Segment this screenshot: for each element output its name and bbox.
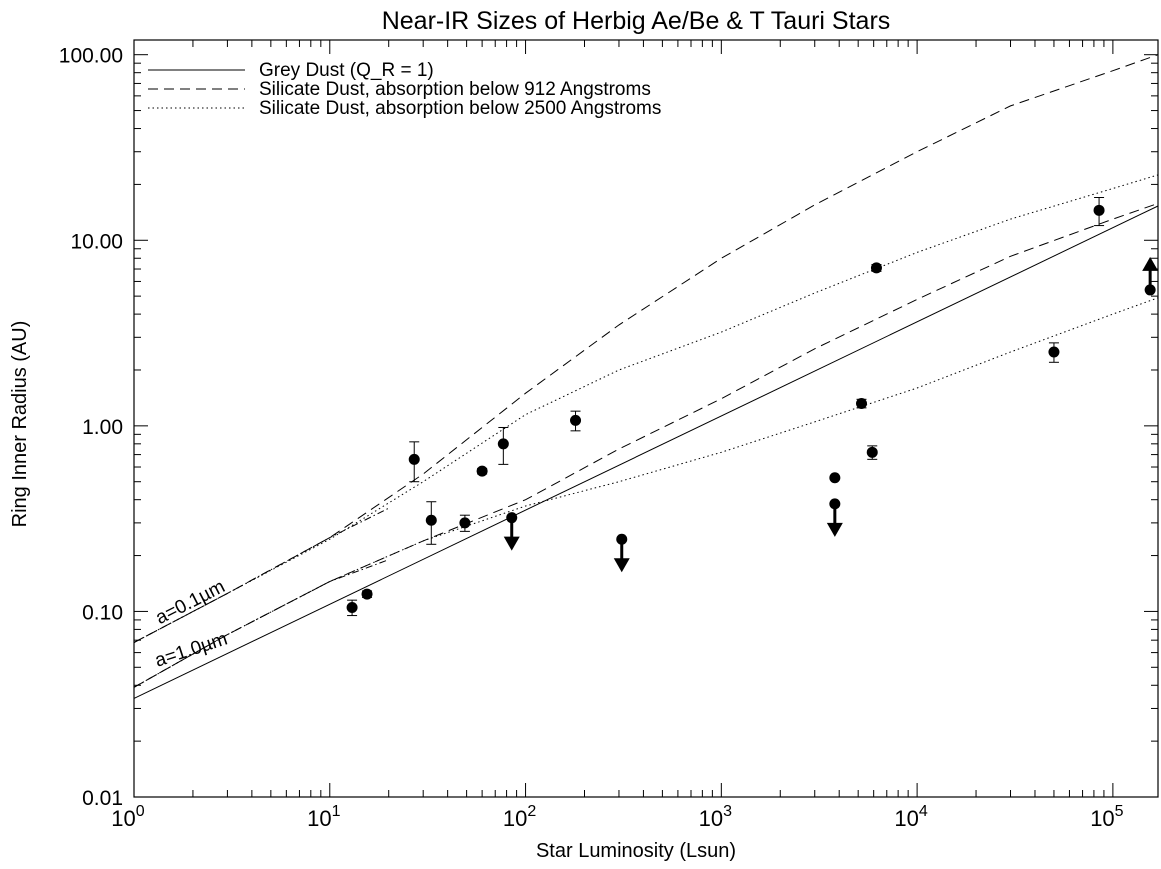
legend-label: Silicate Dust, absorption below 2500 Ang…	[259, 98, 661, 119]
data-point	[829, 472, 841, 484]
grain-size-annotation: a=1.0µm	[152, 629, 230, 672]
legend-label: Silicate Dust, absorption below 912 Angs…	[259, 79, 651, 100]
y-tick-label: 0.10	[82, 601, 123, 624]
data-point	[570, 414, 582, 426]
data-point	[506, 512, 518, 524]
legend: Grey Dust (Q_R = 1)Silicate Dust, absorp…	[148, 60, 661, 119]
y-tick-label: 0.01	[82, 787, 123, 810]
x-tick-label: 101	[307, 803, 340, 831]
curve-dotted-4	[133, 297, 1159, 688]
curve-dashdot-6	[133, 559, 389, 688]
data-point	[361, 588, 373, 600]
y-tick-label: 1.00	[82, 416, 123, 439]
data-point	[459, 517, 471, 529]
data-point	[346, 601, 358, 613]
grain-size-annotation: a=0.1µm	[152, 576, 228, 629]
upper-limit-arrow	[826, 522, 843, 537]
data-point	[856, 397, 868, 409]
data-point	[408, 453, 420, 465]
x-tick-label: 100	[111, 803, 144, 831]
x-axis-label: Star Luminosity (Lsun)	[536, 840, 736, 862]
curve-dashed-3	[133, 202, 1159, 688]
y-tick-label: 100.00	[59, 45, 123, 68]
upper-limit-arrow	[503, 536, 520, 551]
curve-dashed-1	[133, 54, 1159, 643]
chart-title: Near-IR Sizes of Herbig Ae/Be & T Tauri …	[382, 7, 891, 35]
data-point	[1048, 346, 1060, 358]
upper-limit-arrow	[613, 558, 630, 573]
data-point	[497, 438, 509, 450]
y-tick-label: 10.00	[70, 230, 123, 253]
plot-frame	[133, 39, 1159, 798]
data-point	[866, 446, 878, 458]
x-tick-label: 103	[699, 803, 732, 831]
data-point	[829, 498, 841, 510]
curve-dotted-2	[133, 174, 1159, 643]
data-point	[616, 533, 628, 545]
axes: 100 101 102 103 104 105 0.01 0.10 1.00 10.00 100.0…	[59, 39, 1159, 831]
data-point	[425, 514, 437, 526]
curve-solid-0	[133, 205, 1159, 699]
data-point	[476, 465, 488, 477]
x-tick-label: 104	[894, 803, 927, 831]
data-points	[346, 197, 1159, 617]
data-point	[1144, 284, 1156, 296]
curve-dashdot-5	[133, 507, 389, 643]
data-point	[1093, 204, 1105, 216]
y-axis-label: Ring Inner Radius (AU)	[9, 321, 31, 528]
legend-label: Grey Dust (Q_R = 1)	[259, 60, 434, 81]
model-curves	[133, 54, 1159, 699]
x-tick-label: 105	[1090, 803, 1123, 831]
x-tick-label: 102	[503, 803, 536, 831]
data-point	[870, 262, 882, 274]
lower-limit-arrow	[1142, 256, 1159, 271]
